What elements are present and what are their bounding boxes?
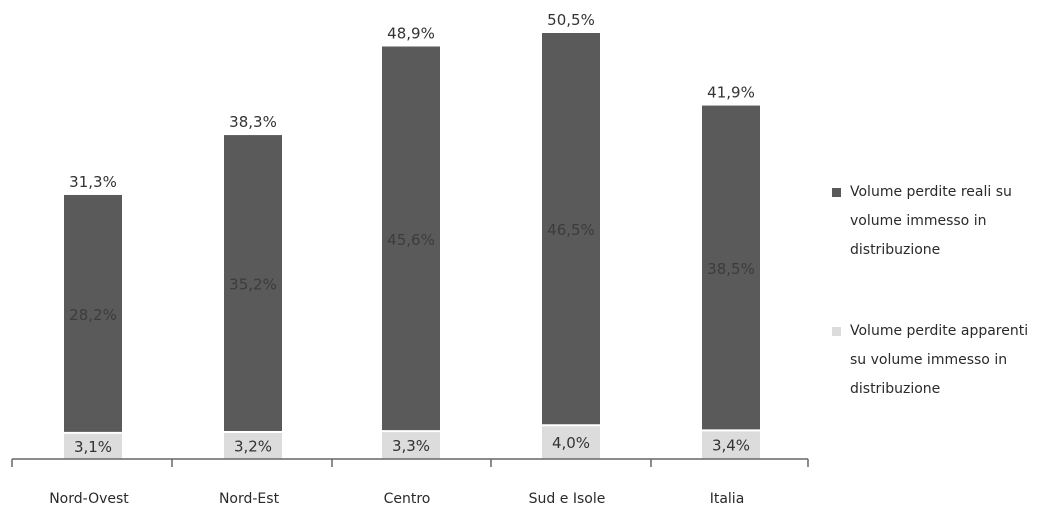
bar-segment-real-losses: [224, 135, 282, 433]
legend: Volume perdite reali su volume immesso i…: [832, 178, 1042, 404]
category-label: Centro: [384, 491, 431, 507]
data-label-total: 38,3%: [229, 113, 277, 131]
data-label-total: 31,3%: [69, 173, 117, 191]
legend-item-apparent-losses: Volume perdite apparenti su volume immes…: [832, 317, 1042, 404]
legend-label-line: distribuzione: [850, 381, 941, 397]
legend-label-line: volume immesso in: [850, 213, 987, 229]
bar-segment-apparent-losses: [224, 432, 282, 459]
data-label-real-losses: 46,5%: [547, 221, 595, 239]
bar-segment-real-losses: [702, 105, 760, 431]
data-label-real-losses: 35,2%: [229, 276, 277, 294]
category-label: Nord-Ovest: [49, 491, 129, 507]
bar-segment-apparent-losses: [702, 430, 760, 459]
data-label-apparent-losses: 4,0%: [552, 434, 590, 452]
legend-label-line: su volume immesso in: [850, 352, 1008, 368]
data-label-apparent-losses: 3,4%: [712, 437, 750, 455]
bar-segment-real-losses: [382, 46, 440, 432]
data-label-apparent-losses: 3,2%: [234, 438, 272, 456]
data-label-real-losses: 28,2%: [69, 306, 117, 324]
legend-label-line: distribuzione: [850, 242, 941, 258]
data-label-total: 41,9%: [707, 84, 755, 102]
category-label: Nord-Est: [219, 491, 280, 507]
bar-segment-apparent-losses: [382, 431, 440, 459]
bar-segment-apparent-losses: [64, 432, 122, 459]
legend-item-real-losses: Volume perdite reali su volume immesso i…: [832, 178, 1042, 265]
category-label: Italia: [710, 491, 745, 507]
data-label-total: 48,9%: [387, 24, 435, 42]
data-label-apparent-losses: 3,3%: [392, 437, 430, 455]
bar-segment-real-losses: [542, 33, 600, 426]
category-label: Sud e Isole: [529, 491, 606, 507]
bar-segment-apparent-losses: [542, 425, 600, 459]
data-label-real-losses: 38,5%: [707, 260, 755, 278]
legend-label-line: Volume perdite apparenti: [850, 323, 1029, 339]
data-label-total: 50,5%: [547, 11, 595, 29]
data-label-real-losses: 45,6%: [387, 231, 435, 249]
legend-swatch-apparent-losses: [832, 327, 841, 336]
legend-label-line: Volume perdite reali su: [850, 184, 1012, 200]
data-label-apparent-losses: 3,1%: [74, 438, 112, 456]
bar-segment-real-losses: [64, 194, 122, 433]
legend-swatch-real-losses: [832, 188, 841, 197]
